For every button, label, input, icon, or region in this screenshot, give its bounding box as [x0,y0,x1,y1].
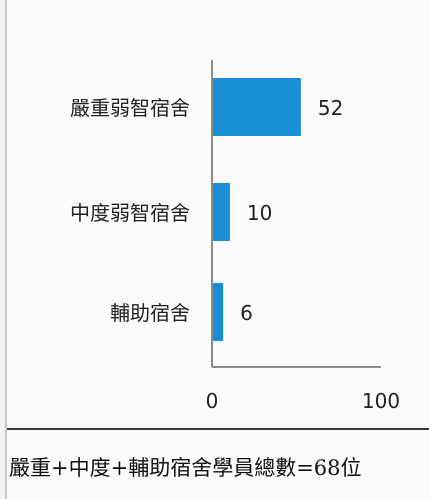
data-label-2: 6 [240,301,253,325]
bar-chart: 嚴重弱智宿舍 52 中度弱智宿舍 10 輔助宿舍 6 0 100 [70,60,400,413]
x-tick-label-0: 0 [206,389,219,413]
bar-2 [213,283,224,341]
data-label-0: 52 [318,96,343,120]
category-label-2: 輔助宿舍 [110,301,190,325]
category-label-0: 嚴重弱智宿舍 [70,96,190,120]
chart-panel: 嚴重弱智宿舍 52 中度弱智宿舍 10 輔助宿舍 6 0 100 嚴重+中度+輔助宿舍學員總數… [5,0,429,499]
category-label-1: 中度弱智宿舍 [70,201,190,225]
bar-1 [213,183,230,241]
chart-caption: 嚴重+中度+輔助宿舍學員總數=68位 [7,428,429,499]
data-label-1: 10 [247,201,272,225]
bar-0 [213,78,301,136]
x-tick-label-1: 100 [362,389,400,413]
